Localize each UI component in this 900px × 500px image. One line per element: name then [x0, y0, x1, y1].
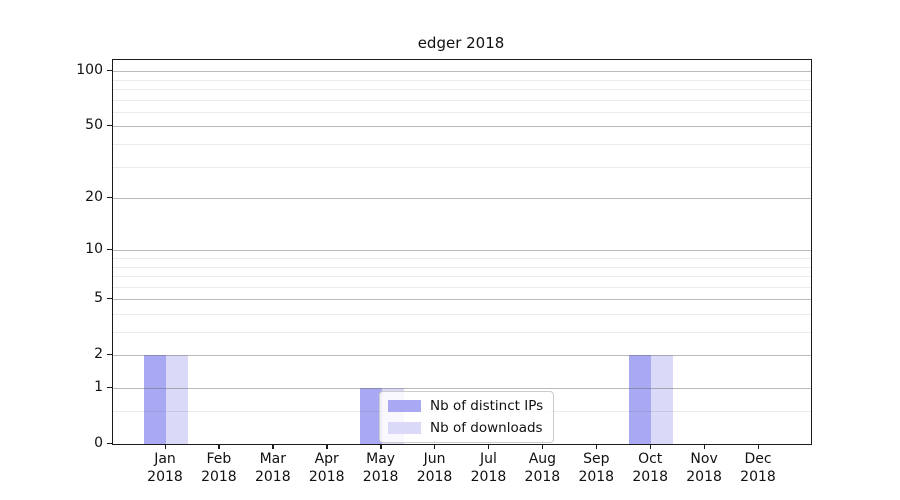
y-tick-mark [107, 124, 112, 127]
legend-item-downloads: Nb of downloads [388, 420, 543, 436]
y-tick-label: 10 [85, 241, 103, 258]
x-tick-label: Dec 2018 [740, 451, 776, 485]
y-tick-mark [107, 353, 112, 356]
y-tick-label: 20 [85, 189, 103, 206]
x-tick-mark [703, 444, 705, 450]
minor-gridline [113, 111, 811, 113]
x-tick-label: Apr 2018 [308, 451, 345, 485]
x-tick-label: Aug 2018 [524, 451, 561, 485]
y-tick-mark [107, 248, 112, 251]
x-tick-mark [541, 444, 544, 450]
chart-title: edger 2018 [417, 34, 505, 52]
y-tick-label: 2 [94, 346, 103, 363]
legend-label-downloads: Nb of downloads [430, 420, 543, 436]
minor-gridline [113, 257, 811, 259]
minor-gridline [113, 144, 811, 145]
x-tick-mark [380, 444, 382, 450]
x-tick-label: Sep 2018 [578, 451, 615, 485]
bars-layer [113, 60, 811, 444]
minor-gridline [113, 99, 811, 101]
legend-swatch-downloads [388, 422, 421, 434]
y-tick-mark [107, 297, 112, 300]
y-tick-mark [107, 69, 112, 72]
y-tick-label: 5 [94, 290, 103, 307]
bar-downloads [166, 355, 188, 444]
minor-gridline [113, 266, 811, 268]
bar-distinct-ips [144, 355, 166, 444]
major-gridline [113, 250, 811, 252]
minor-gridline [113, 89, 811, 90]
grid-layer [113, 60, 811, 444]
bar-distinct-ips [629, 355, 652, 444]
x-tick-label: Mar 2018 [254, 451, 291, 485]
x-tick-mark [326, 444, 328, 450]
x-tick-mark [164, 444, 166, 450]
x-tick-label: Oct 2018 [632, 451, 668, 485]
x-tick-mark [434, 444, 436, 450]
major-gridline [113, 198, 811, 200]
y-tick-label: 100 [76, 62, 103, 79]
x-tick-label: Jul 2018 [470, 451, 507, 485]
minor-gridline [113, 276, 811, 278]
major-gridline [113, 355, 811, 357]
legend-item-distinct-ips: Nb of distinct IPs [388, 398, 543, 414]
y-tick-label: 50 [85, 117, 103, 134]
y-tick-label: 1 [94, 379, 103, 395]
x-tick-label: Jan 2018 [147, 451, 183, 485]
x-tick-label: Feb 2018 [201, 451, 237, 485]
minor-gridline [113, 313, 811, 315]
y-tick-mark [107, 196, 112, 198]
x-tick-mark [595, 444, 598, 450]
bar-downloads [651, 355, 674, 444]
major-gridline [113, 299, 811, 301]
major-gridline [113, 71, 811, 73]
minor-gridline [113, 166, 811, 168]
minor-gridline [113, 79, 811, 81]
legend: Nb of distinct IPs Nb of downloads [379, 391, 555, 443]
x-tick-mark [487, 444, 490, 450]
minor-gridline [113, 332, 811, 333]
x-tick-label: Jun 2018 [416, 451, 453, 485]
x-tick-mark [649, 444, 652, 450]
plot-area [112, 59, 812, 445]
x-tick-label: May 2018 [362, 451, 399, 485]
x-tick-label: Nov 2018 [686, 451, 722, 485]
x-tick-mark [272, 444, 274, 450]
minor-gridline [113, 286, 811, 288]
x-tick-mark [757, 444, 759, 450]
legend-label-distinct-ips: Nb of distinct IPs [430, 398, 544, 414]
major-gridline [113, 126, 811, 128]
y-tick-label: 0 [94, 435, 103, 451]
y-tick-mark [107, 442, 112, 444]
x-tick-mark [218, 444, 220, 450]
y-tick-mark [107, 386, 112, 388]
legend-swatch-distinct-ips [388, 400, 421, 412]
major-gridline [113, 388, 811, 389]
bar-distinct-ips [359, 388, 382, 444]
